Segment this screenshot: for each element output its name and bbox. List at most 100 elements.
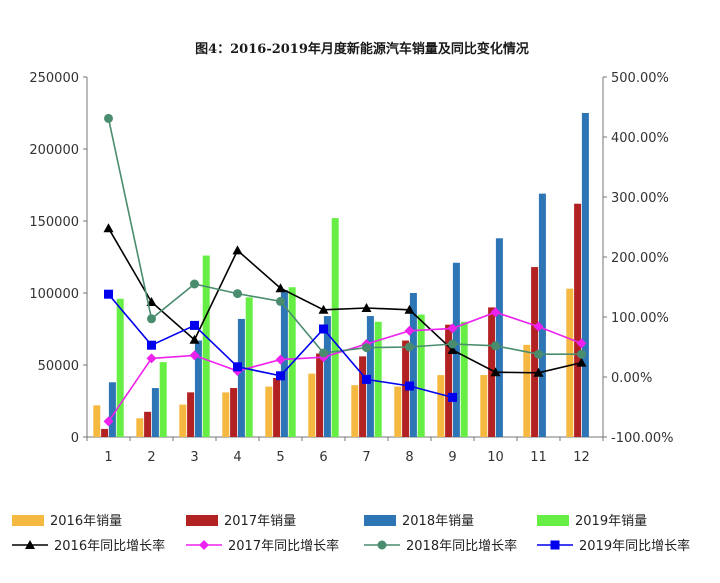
line-point bbox=[491, 341, 500, 351]
y-right-tick-label: 300.00% bbox=[611, 191, 669, 206]
legend-label: 2018年销量 bbox=[402, 514, 474, 529]
bar bbox=[230, 388, 238, 437]
x-tick-label: 3 bbox=[190, 450, 198, 465]
y-right-tick-label: -100.00% bbox=[611, 431, 674, 446]
bar bbox=[581, 113, 589, 437]
x-tick-label: 2 bbox=[147, 450, 155, 465]
line-point bbox=[577, 349, 586, 359]
bar bbox=[359, 356, 367, 437]
y-left-tick-label: 200000 bbox=[29, 143, 79, 158]
bar bbox=[93, 405, 101, 437]
bar bbox=[116, 298, 124, 437]
line-point bbox=[405, 381, 414, 391]
bar bbox=[331, 218, 339, 437]
line-point bbox=[189, 350, 200, 361]
line-point bbox=[447, 323, 458, 334]
legend-swatch bbox=[12, 515, 44, 526]
line-point bbox=[189, 334, 200, 344]
line-point bbox=[232, 245, 243, 255]
line-point bbox=[448, 339, 457, 349]
bar bbox=[480, 375, 488, 437]
line-point bbox=[190, 320, 199, 330]
y-right-tick-label: 200.00% bbox=[611, 251, 669, 266]
x-tick-label: 9 bbox=[448, 450, 456, 465]
line-point bbox=[319, 324, 328, 334]
bar bbox=[101, 428, 109, 437]
line-point bbox=[576, 357, 587, 367]
bar bbox=[394, 386, 402, 437]
x-tick-label: 5 bbox=[276, 450, 284, 465]
bar bbox=[495, 238, 503, 437]
line-point bbox=[147, 314, 156, 324]
bar bbox=[323, 316, 331, 437]
line-point bbox=[233, 289, 242, 299]
bar bbox=[237, 318, 245, 437]
series-line bbox=[107, 118, 582, 356]
x-tick-label: 6 bbox=[319, 450, 327, 465]
legend-label: 2019年同比增长率 bbox=[579, 538, 690, 554]
bar bbox=[108, 382, 116, 437]
bar bbox=[566, 288, 574, 437]
line-point bbox=[276, 371, 285, 381]
line-point bbox=[276, 296, 285, 306]
y-left-tick-label: 50000 bbox=[38, 359, 79, 374]
bar bbox=[351, 385, 359, 437]
line-point bbox=[404, 325, 415, 336]
x-tick-label: 4 bbox=[233, 450, 241, 465]
axes: 0 50000 100000 150000 200000 250000 -100.00% 0.… bbox=[29, 71, 673, 465]
line-point bbox=[534, 349, 543, 359]
legend-label: 2016年销量 bbox=[50, 514, 122, 529]
x-tick-label: 8 bbox=[405, 450, 413, 465]
line-point bbox=[362, 374, 371, 384]
bar bbox=[445, 324, 453, 437]
x-tick-label: 1 bbox=[104, 450, 112, 465]
bar bbox=[574, 203, 582, 437]
line-point bbox=[576, 338, 587, 349]
line-point bbox=[319, 348, 328, 358]
bar bbox=[136, 418, 144, 437]
bar bbox=[187, 392, 195, 437]
line-point bbox=[362, 343, 371, 353]
line-point bbox=[448, 392, 457, 402]
line-point bbox=[199, 540, 209, 550]
bar bbox=[265, 386, 273, 437]
line-point bbox=[490, 367, 501, 377]
legend-swatch bbox=[364, 515, 396, 526]
legend: 2016年销量 2017年销量 2018年销量 2019年销量 2016年同比增长率 20… bbox=[12, 514, 690, 554]
line-point bbox=[275, 354, 286, 365]
line-point bbox=[147, 340, 156, 350]
line-point bbox=[361, 303, 372, 312]
bar bbox=[316, 353, 324, 437]
line-point bbox=[533, 321, 544, 332]
chart-title: 图4：2016-2019年月度新能源汽车销量及同比变化情况 bbox=[195, 41, 529, 57]
x-tick-label: 10 bbox=[487, 450, 504, 465]
bar bbox=[151, 388, 159, 437]
line-point bbox=[146, 353, 157, 364]
line-point bbox=[104, 289, 113, 299]
y-left-tick-label: 150000 bbox=[29, 215, 79, 230]
lines bbox=[103, 113, 587, 427]
y-right-tick-label: 0.00% bbox=[611, 371, 652, 386]
bar bbox=[452, 262, 460, 437]
bar bbox=[437, 375, 445, 437]
y-left-tick-label: 0 bbox=[71, 431, 79, 446]
legend-swatch bbox=[537, 515, 569, 526]
legend-label: 2017年销量 bbox=[224, 514, 296, 529]
bar bbox=[273, 377, 281, 437]
legend-swatch bbox=[186, 515, 218, 526]
line-point bbox=[377, 540, 387, 550]
bar bbox=[194, 340, 202, 437]
bar bbox=[409, 293, 417, 437]
series-line bbox=[107, 227, 582, 374]
bar bbox=[460, 321, 468, 437]
bar bbox=[280, 290, 288, 437]
bar bbox=[308, 373, 316, 437]
x-tick-label: 11 bbox=[530, 450, 547, 465]
y-right-tick-label: 100.00% bbox=[611, 311, 669, 326]
legend-label: 2019年销量 bbox=[575, 514, 647, 529]
bars bbox=[93, 113, 589, 437]
line-point bbox=[447, 345, 458, 354]
line-point bbox=[25, 540, 35, 549]
line-point bbox=[190, 279, 199, 289]
